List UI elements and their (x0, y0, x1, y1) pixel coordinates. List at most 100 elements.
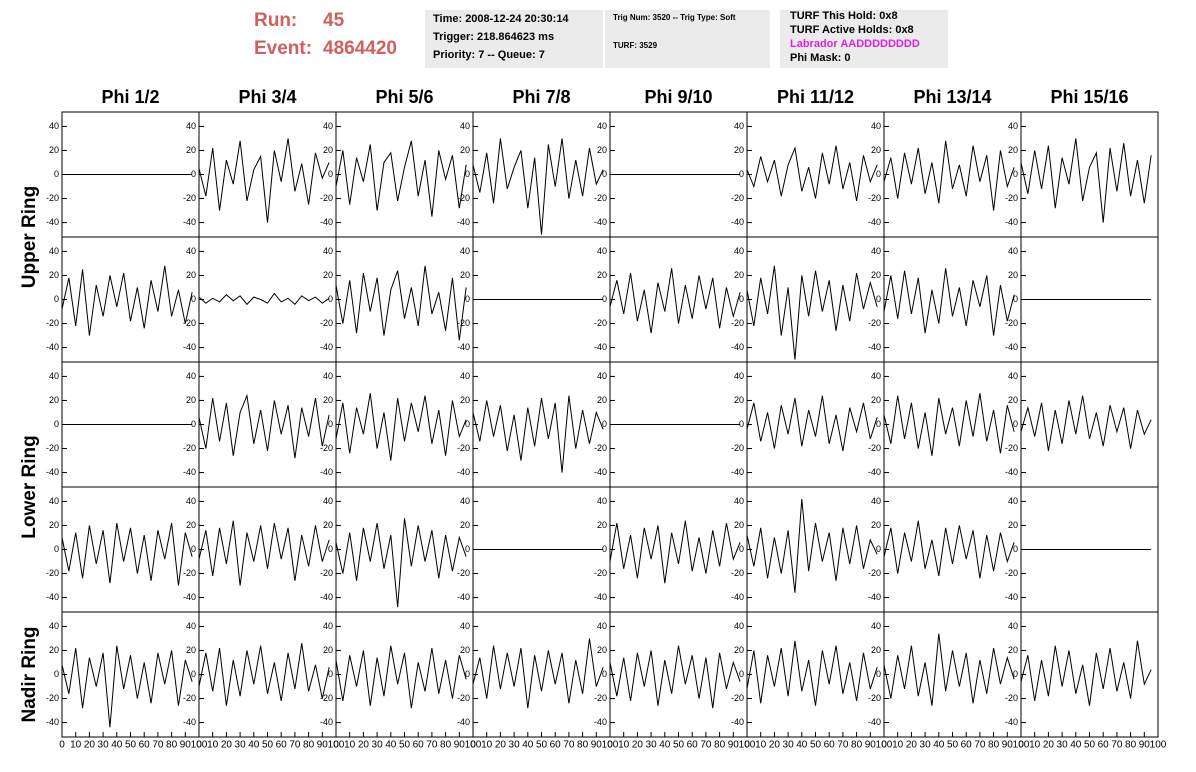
x-tick-label: 50 (125, 740, 137, 751)
x-tick-label: 90 (728, 740, 740, 751)
y-tick-label: 0 (739, 669, 744, 679)
y-tick-label: -40 (731, 592, 744, 602)
y-tick-label: -20 (868, 193, 881, 203)
x-tick-label: 80 (577, 740, 589, 751)
x-tick-label: 60 (687, 740, 699, 751)
waveform (472, 638, 604, 709)
x-tick-label: 100 (876, 740, 893, 751)
y-tick-label: -40 (868, 592, 881, 602)
run-label: Run: (254, 10, 298, 31)
x-tick-label: 100 (1150, 740, 1167, 751)
x-tick-label: 70 (700, 740, 712, 751)
y-tick-label: -40 (457, 342, 470, 352)
x-tick-label: 20 (358, 740, 370, 751)
turf-active: TURF Active Holds: 0x8 (790, 24, 914, 36)
waveform (335, 140, 467, 217)
y-tick-label: 20 (1008, 270, 1018, 280)
y-tick-label: -40 (594, 217, 607, 227)
y-tick-label: 20 (734, 645, 744, 655)
y-tick-label: 20 (734, 520, 744, 530)
y-tick-label: 0 (739, 169, 744, 179)
panel-frame (1020, 361, 1159, 488)
x-tick-label: 100 (191, 740, 208, 751)
y-tick-label: 0 (465, 294, 470, 304)
y-tick-label: 0 (191, 544, 196, 554)
x-tick-label: 30 (98, 740, 110, 751)
y-tick-label: -40 (868, 342, 881, 352)
y-tick-label: 0 (54, 544, 59, 554)
panel-frame (609, 486, 748, 613)
x-tick-label: 30 (235, 740, 247, 751)
y-tick-label: 20 (460, 270, 470, 280)
x-tick-label: 80 (851, 740, 863, 751)
y-tick-label: 40 (49, 246, 59, 256)
y-tick-label: -40 (183, 217, 196, 227)
panel-frame (609, 236, 748, 363)
y-tick-label: 40 (871, 246, 881, 256)
y-tick-label: -20 (731, 443, 744, 453)
x-tick-label: 80 (303, 740, 315, 751)
y-tick-label: -20 (594, 443, 607, 453)
panel-frame (198, 486, 337, 613)
row-label: Upper Ring (19, 186, 40, 288)
y-tick-label: -20 (731, 318, 744, 328)
event-number: 4864420 (323, 38, 397, 59)
x-tick-label: 10 (481, 740, 493, 751)
turf-box: TURF This Hold: 0x8 TURF Active Holds: 0… (780, 10, 948, 68)
y-tick-label: -40 (320, 342, 333, 352)
waveform (198, 138, 330, 223)
y-tick-label: 40 (186, 246, 196, 256)
x-tick-label: 40 (248, 740, 260, 751)
x-tick-label: 60 (413, 740, 425, 751)
y-tick-label: -40 (46, 342, 59, 352)
column-title: Phi 9/10 (644, 87, 712, 107)
panel-frame (883, 361, 1022, 488)
x-tick-label: 90 (317, 740, 329, 751)
x-tick-label: 40 (385, 740, 397, 751)
x-tick-label: 10 (1029, 740, 1041, 751)
y-tick-label: 20 (871, 145, 881, 155)
y-tick-label: 40 (460, 621, 470, 631)
y-tick-label: -20 (731, 193, 744, 203)
y-tick-label: 0 (602, 419, 607, 429)
x-tick-label: 30 (783, 740, 795, 751)
x-tick-label: 50 (1084, 740, 1096, 751)
y-tick-label: 20 (597, 645, 607, 655)
y-tick-label: 0 (602, 544, 607, 554)
y-tick-label: -20 (594, 318, 607, 328)
y-tick-label: 20 (49, 395, 59, 405)
y-tick-label: 20 (49, 270, 59, 280)
column-title: Phi 5/6 (375, 87, 433, 107)
y-tick-label: 40 (49, 621, 59, 631)
panel-frame (472, 611, 611, 738)
y-tick-label: -40 (594, 467, 607, 477)
y-tick-label: 40 (323, 246, 333, 256)
y-tick-label: -40 (457, 217, 470, 227)
y-tick-label: 20 (734, 395, 744, 405)
y-tick-label: -40 (868, 467, 881, 477)
y-tick-label: 0 (1013, 544, 1018, 554)
y-tick-label: 40 (323, 371, 333, 381)
y-tick-label: -20 (457, 443, 470, 453)
y-tick-label: -20 (46, 693, 59, 703)
column-title: Phi 13/14 (913, 87, 991, 107)
y-tick-label: 20 (734, 145, 744, 155)
x-tick-label: 100 (602, 740, 619, 751)
x-tick-label: 70 (426, 740, 438, 751)
y-tick-label: -40 (320, 592, 333, 602)
y-tick-label: 20 (186, 645, 196, 655)
y-tick-label: -40 (320, 467, 333, 477)
labrador: Labrador AADDDDDDDD (790, 38, 920, 50)
x-tick-label: 20 (769, 740, 781, 751)
y-tick-label: 20 (1008, 145, 1018, 155)
y-tick-label: 40 (1008, 371, 1018, 381)
y-tick-label: 20 (323, 520, 333, 530)
waveform (746, 640, 878, 706)
y-tick-label: 20 (597, 395, 607, 405)
y-tick-label: 40 (734, 121, 744, 131)
y-tick-label: 40 (460, 496, 470, 506)
y-tick-label: 40 (734, 246, 744, 256)
panel-frame (335, 611, 474, 738)
x-tick-label: 10 (892, 740, 904, 751)
x-tick-label: 90 (180, 740, 192, 751)
